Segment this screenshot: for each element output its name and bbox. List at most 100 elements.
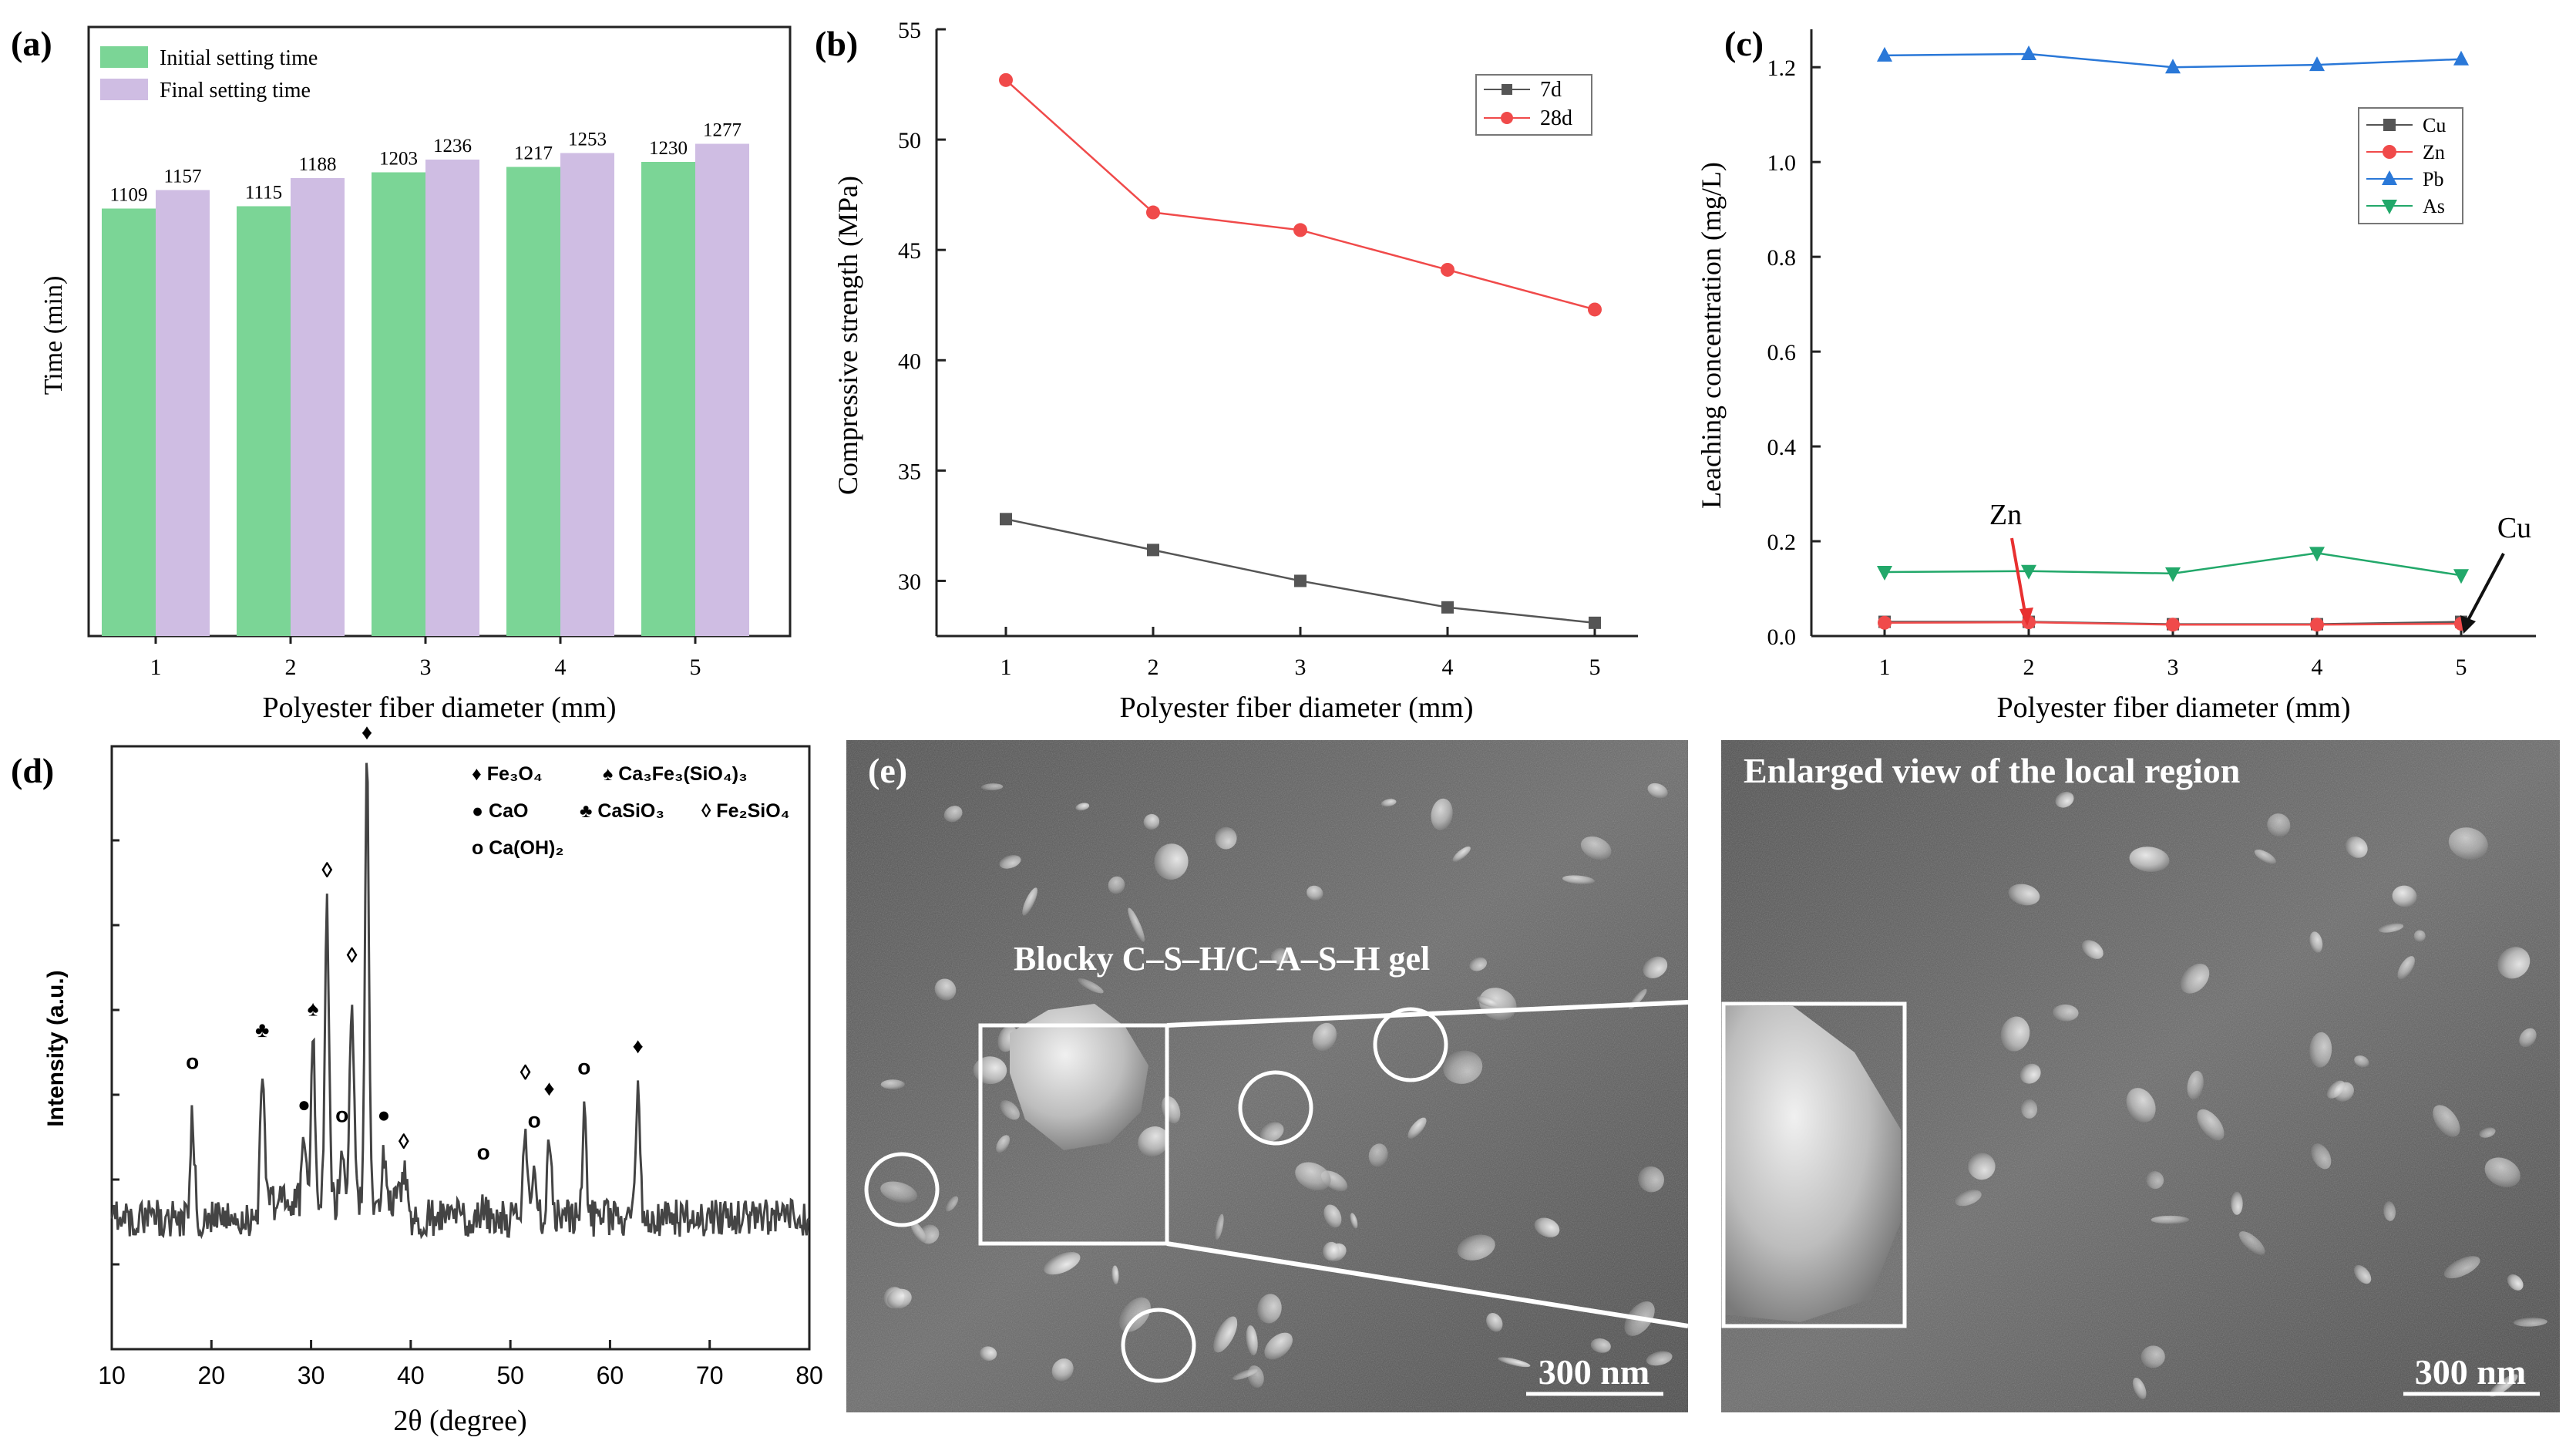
sem-particle [2309, 1032, 2332, 1068]
zoom-line-bottom [1166, 1241, 1689, 1328]
x-tick-label-a: 2 [285, 655, 297, 680]
x-tick-label-c: 4 [2312, 655, 2323, 680]
sem-particle [999, 855, 1021, 869]
bar-value-label: 1277 [703, 120, 742, 141]
sem-particle [2507, 1274, 2524, 1291]
x-tick-label-b: 1 [1000, 655, 1012, 680]
sem-particle [1264, 1332, 1293, 1360]
bar-value-label: 1115 [245, 183, 282, 204]
x-tick-label-d: 80 [795, 1362, 823, 1389]
point-28d [1441, 262, 1454, 277]
sem-particle [2311, 1143, 2332, 1170]
sem-particle [2413, 930, 2426, 942]
y-tick-label-c: 0.8 [1767, 245, 1797, 271]
peak-marker: o [577, 1055, 590, 1079]
legend-marker-Cu [2383, 119, 2396, 131]
bar-final-2 [291, 178, 345, 636]
peak-marker: ◊ [347, 944, 358, 968]
y-tick-label-b: 35 [898, 459, 921, 484]
sem-particle [1111, 1265, 1119, 1284]
y-tick-label-b: 40 [898, 348, 921, 374]
point-As [1877, 565, 1892, 581]
sem-particle [1638, 1166, 1664, 1193]
bar-final-5 [695, 143, 749, 636]
x-tick-label-a: 4 [555, 655, 567, 680]
sem-particle [1118, 1297, 1151, 1332]
y-tick-label-c: 0.2 [1767, 530, 1797, 555]
sem-particle [1246, 1325, 1258, 1355]
sem-particle [1562, 875, 1595, 884]
enlarged-view-title: Enlarged view of the local region [1744, 751, 2240, 790]
sem-particle [2132, 1377, 2147, 1399]
sem-particle [886, 1288, 912, 1309]
sem-particle [1044, 1251, 1081, 1275]
legend-cao: ● CaO [472, 800, 528, 822]
peak-marker: ◊ [399, 1129, 409, 1153]
bar-initial-1 [102, 208, 156, 636]
sem-particle [2146, 1171, 2164, 1190]
sem-particle [1295, 1162, 1331, 1191]
peak-marker: ● [298, 1092, 311, 1116]
sem-particle [1955, 1190, 1982, 1207]
y-tick-label-b: 30 [898, 569, 921, 594]
x-axis-label-a: Polyester fiber diameter (mm) [262, 692, 616, 724]
sem-particle [2383, 1201, 2396, 1221]
point-Pb [1877, 46, 1892, 62]
sem-particle [2514, 1318, 2547, 1327]
legend-final-setting-time: Final setting time [160, 79, 311, 103]
x-tick-label-d: 70 [696, 1362, 724, 1389]
y-axis-label-d: Intensity (a.u.) [43, 970, 69, 1126]
sem-particle [1312, 1022, 1337, 1052]
sem-particle [2053, 1004, 2079, 1022]
sem-particle [945, 1196, 959, 1212]
scale-bar-label-right: 300 nm [2415, 1352, 2526, 1392]
sem-particle [1469, 957, 1488, 971]
sem-particle [943, 806, 963, 823]
legend-fe3o4: ♦ Fe₃O₄ [472, 763, 543, 785]
sem-particle [2055, 791, 2074, 808]
x-tick-label-d: 10 [98, 1362, 126, 1389]
point-7d [1589, 616, 1601, 629]
zoom-box [978, 1023, 1169, 1246]
sem-particle [2129, 847, 2170, 872]
sem-particle [2484, 1157, 2521, 1187]
bar-value-label: 1230 [649, 138, 688, 159]
legend-marker-28d [1501, 112, 1513, 124]
sem-particle [1323, 1241, 1340, 1261]
sem-particle [1143, 813, 1160, 830]
sem-particle [980, 1346, 997, 1362]
sem-particle [1646, 1351, 1673, 1366]
legend-casio3: ♣ CaSiO₃ [580, 800, 664, 822]
sem-particle [880, 1181, 917, 1203]
sem-particle [2392, 885, 2417, 907]
x-tick-label-c: 3 [2167, 655, 2179, 680]
sem-particle [1000, 1100, 1020, 1120]
x-tick-label-c: 2 [2023, 655, 2035, 680]
y-tick-label-b: 45 [898, 238, 921, 264]
x-tick-label-c: 1 [1879, 655, 1891, 680]
peak-marker: o [528, 1109, 541, 1133]
legend-swatch-final [100, 79, 148, 100]
point-7d [1441, 601, 1454, 614]
point-Zn [2310, 618, 2324, 632]
sem-particle [1476, 996, 1498, 1008]
bar-value-label: 1203 [379, 149, 418, 170]
y-tick-label-c: 0.4 [1767, 435, 1797, 460]
y-tick-label-c: 0.0 [1767, 624, 1797, 650]
x-tick-label-b: 4 [1442, 655, 1454, 680]
sem-particle [880, 1079, 905, 1089]
scale-bar-label-left: 300 nm [1539, 1352, 1650, 1392]
y-tick-label-b: 55 [898, 18, 921, 43]
sem-particle [1154, 843, 1189, 880]
bar-final-3 [425, 160, 479, 636]
point-28d [999, 72, 1013, 87]
sem-particle [2397, 956, 2415, 980]
bar-initial-2 [237, 206, 291, 636]
bar-initial-4 [506, 167, 560, 636]
sem-particle [1457, 1234, 1495, 1261]
y-axis-label-b: Compressive strength (MPa) [832, 176, 863, 495]
x-tick-label-b: 3 [1295, 655, 1306, 680]
sem-particle [1350, 1213, 1358, 1229]
sem-particle [1407, 1117, 1427, 1139]
sem-particle [1051, 1358, 1074, 1382]
